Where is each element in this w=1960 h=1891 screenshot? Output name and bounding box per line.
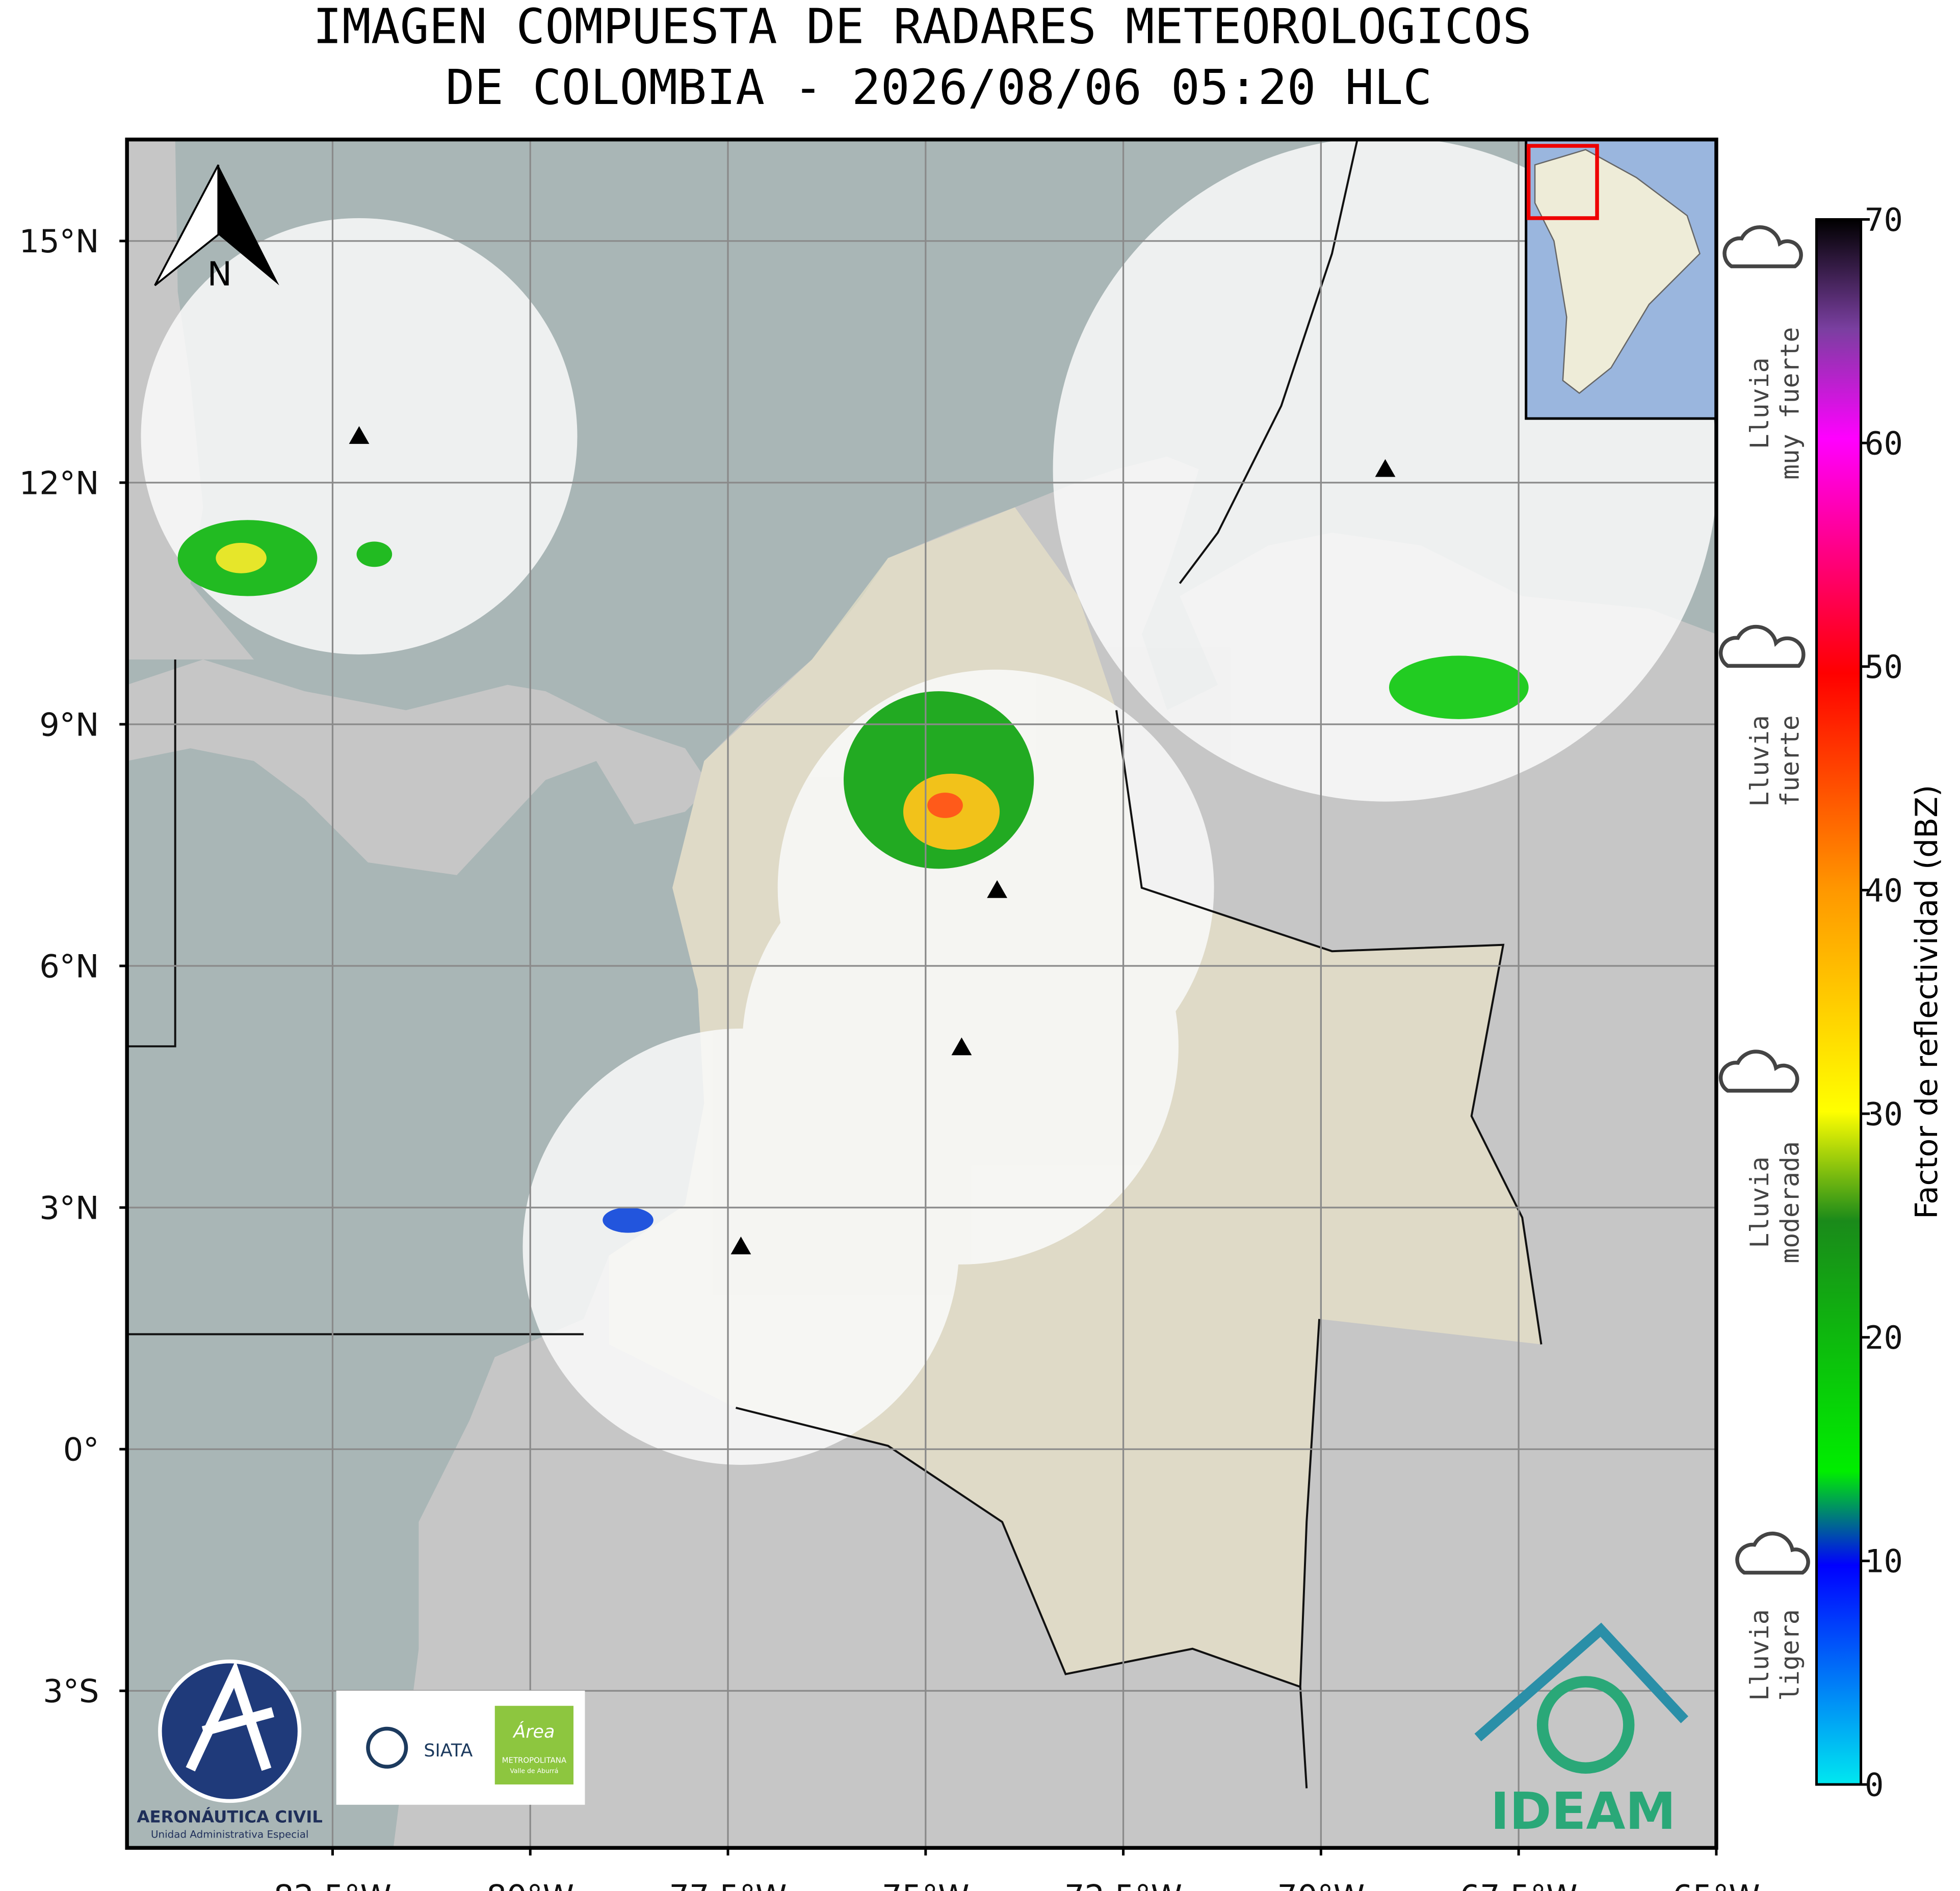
- rain-label: Lluvia: [1745, 1157, 1774, 1248]
- x-tick-label: 65°W: [1672, 1878, 1760, 1891]
- colorbar-label: Factor de reflectividad (dBZ): [1910, 785, 1945, 1219]
- y-tick-label: 3°N: [39, 1190, 99, 1227]
- x-tick-label: 75°W: [882, 1878, 970, 1891]
- rain-label: Lluvia: [1745, 715, 1774, 807]
- rain-label: fuerte: [1775, 715, 1805, 807]
- rain-label: ligera: [1775, 1609, 1805, 1701]
- y-tick-label: 6°N: [39, 948, 99, 985]
- rain-label: Lluvia: [1745, 357, 1774, 449]
- land: [127, 659, 711, 875]
- logo-text: Unidad Administrativa Especial: [151, 1828, 308, 1840]
- colorbar-tick-label: 40: [1865, 872, 1903, 909]
- logo-text: SIATA: [424, 1741, 473, 1761]
- title-line: IMAGEN COMPUESTA DE RADARES METEOROLOGIC…: [313, 0, 1532, 55]
- siata-logo: SIATA Área METROPOLITANA Valle de Aburrá: [336, 1690, 585, 1805]
- y-tick-label: 15°N: [19, 223, 99, 260]
- x-tick-label: 82.5°W: [274, 1878, 391, 1891]
- logo-text: Área: [512, 1721, 555, 1742]
- colorbar-tick-label: 10: [1865, 1543, 1903, 1580]
- colorbar: [1815, 218, 1863, 1786]
- rain-icons: [1718, 225, 1810, 1575]
- borders: [127, 139, 1543, 1789]
- rain-label: muy fuerte: [1775, 327, 1805, 480]
- logo-text: IDEAM: [1491, 1782, 1676, 1841]
- north-label: N: [207, 255, 232, 294]
- y-tick-label: 0°: [63, 1431, 99, 1468]
- colorbar-tick-label: 70: [1865, 201, 1903, 239]
- map: N AERONÁUTICA CIVIL Unidad Administrativ…: [127, 139, 1716, 1848]
- inset-map: [1525, 139, 1716, 420]
- ideam-logo: IDEAM: [1474, 1622, 1689, 1841]
- rain-label: moderada: [1775, 1141, 1805, 1264]
- colorbar-tick-label: 60: [1865, 425, 1903, 462]
- map-frame: [125, 137, 1718, 1850]
- colorbar-tick-label: 20: [1865, 1319, 1903, 1356]
- x-tick-label: 80°W: [486, 1878, 574, 1891]
- aerocivil-logo: AERONÁUTICA CIVIL Unidad Administrativa …: [137, 1659, 323, 1840]
- logo-text: METROPOLITANA: [502, 1756, 567, 1765]
- logo-text: AERONÁUTICA CIVIL: [137, 1807, 323, 1827]
- x-tick-label: 70°W: [1277, 1878, 1365, 1891]
- colorbar-tick-label: 0: [1865, 1766, 1884, 1803]
- y-tick-label: 12°N: [19, 464, 99, 502]
- y-tick-label: 9°N: [39, 706, 99, 743]
- rain-label: Lluvia: [1745, 1609, 1774, 1701]
- colorbar-tick-label: 30: [1865, 1095, 1903, 1133]
- rain-categories: Lluvia ligera Lluvia moderada Lluvia fue…: [1745, 327, 1805, 1701]
- title-line: DE COLOMBIA - 2026/08/06 05:20 HLC: [446, 60, 1432, 116]
- radar-sites: [349, 426, 1396, 1254]
- logo-text: Valle de Aburrá: [510, 1767, 558, 1775]
- y-tick-label: 3°S: [43, 1673, 99, 1710]
- radar-echoes: [177, 520, 1529, 1233]
- x-tick-label: 67.5°W: [1460, 1878, 1578, 1891]
- x-tick-label: 77.5°W: [669, 1878, 787, 1891]
- colorbar-tick-label: 50: [1865, 648, 1903, 686]
- x-tick-label: 72.5°W: [1064, 1878, 1182, 1891]
